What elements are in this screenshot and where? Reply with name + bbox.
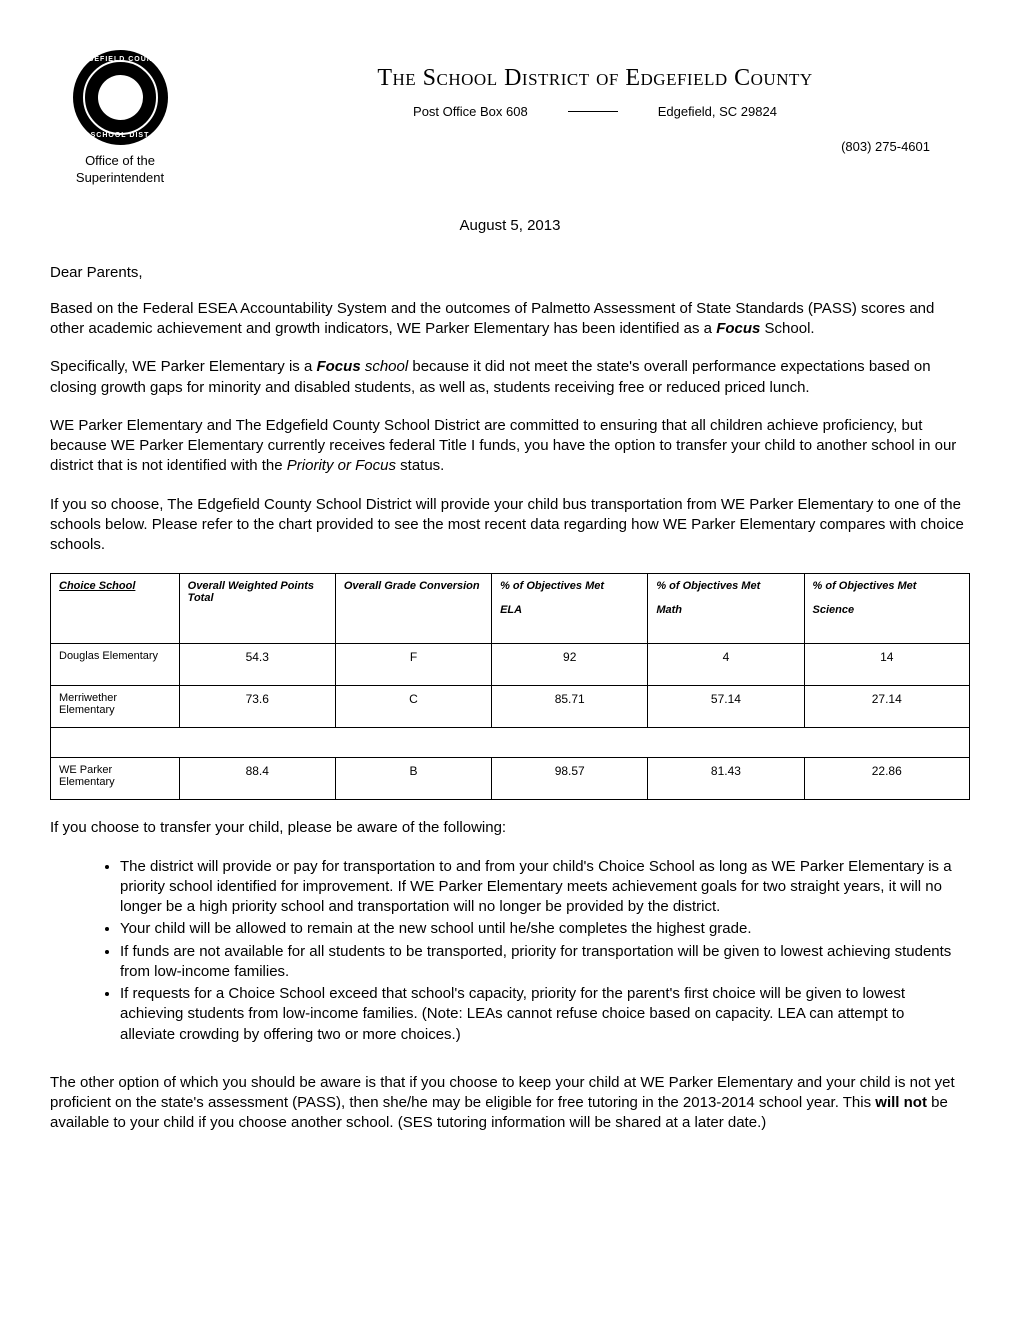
cell-school: WE Parker Elementary: [51, 758, 180, 800]
cell-ela: 92: [492, 644, 648, 686]
seal-text-top: EDGEFIELD COUNTY: [76, 56, 164, 63]
cell-school: Douglas Elementary: [51, 644, 180, 686]
p2-focus: Focus: [316, 358, 360, 375]
cell-points: 54.3: [179, 644, 335, 686]
th-math: % of Objectives Met Math: [648, 574, 804, 644]
address-left: Post Office Box 608: [413, 104, 528, 119]
phone-number: (803) 275-4601: [841, 139, 930, 154]
cell-points: 88.4: [179, 758, 335, 800]
paragraph-3: WE Parker Elementary and The Edgefield C…: [50, 416, 970, 477]
paragraph-2: Specifically, WE Parker Elementary is a …: [50, 357, 970, 398]
seal-center: [98, 75, 143, 120]
cell-school: Merriwether Elementary: [51, 686, 180, 728]
salutation: Dear Parents,: [50, 264, 970, 281]
th-sci-2: Science: [813, 604, 855, 616]
cell-math: 81.43: [648, 758, 804, 800]
cell-grade: F: [335, 644, 491, 686]
p6-text-a: The other option of which you should be …: [50, 1074, 955, 1111]
table-header-row: Choice School Overall Weighted Points To…: [51, 574, 970, 644]
bullet-item: If requests for a Choice School exceed t…: [120, 984, 960, 1045]
table-row: WE Parker Elementary 88.4 B 98.57 81.43 …: [51, 758, 970, 800]
table-row: Merriwether Elementary 73.6 C 85.71 57.1…: [51, 686, 970, 728]
address-row: Post Office Box 608 Edgefield, SC 29824: [220, 104, 970, 119]
th-science: % of Objectives Met Science: [804, 574, 969, 644]
letterhead: EDGEFIELD COUNTY SCHOOL DIST Office of t…: [50, 50, 970, 187]
p3-text-c: status.: [396, 457, 444, 474]
table-spacer-row: [51, 728, 970, 758]
cell-points: 73.6: [179, 686, 335, 728]
th-school: Choice School: [51, 574, 180, 644]
bullet-item: The district will provide or pay for tra…: [120, 857, 960, 918]
office-line-2: Superintendent: [76, 170, 164, 185]
paragraph-1: Based on the Federal ESEA Accountability…: [50, 299, 970, 340]
bullet-item: Your child will be allowed to remain at …: [120, 919, 960, 939]
table-row: Douglas Elementary 54.3 F 92 4 14: [51, 644, 970, 686]
cell-grade: C: [335, 686, 491, 728]
paragraph-5: If you choose to transfer your child, pl…: [50, 818, 970, 838]
cell-grade: B: [335, 758, 491, 800]
p6-will-not: will not: [875, 1094, 927, 1111]
paragraph-6: The other option of which you should be …: [50, 1073, 970, 1134]
p1-text-c: School.: [760, 320, 814, 337]
address-divider: [568, 111, 618, 112]
spacer-cell: [51, 728, 970, 758]
logo-column: EDGEFIELD COUNTY SCHOOL DIST Office of t…: [50, 50, 190, 187]
th-ela-2: ELA: [500, 604, 522, 616]
cell-ela: 98.57: [492, 758, 648, 800]
p3-text-a: WE Parker Elementary and The Edgefield C…: [50, 417, 956, 475]
cell-ela: 85.71: [492, 686, 648, 728]
p3-priority-focus: Priority or Focus: [287, 457, 396, 474]
th-math-2: Math: [656, 604, 682, 616]
th-points: Overall Weighted Points Total: [179, 574, 335, 644]
th-ela: % of Objectives Met ELA: [492, 574, 648, 644]
cell-sci: 14: [804, 644, 969, 686]
p2-text-a: Specifically, WE Parker Elementary is a: [50, 358, 316, 375]
th-sci-1: % of Objectives Met: [813, 580, 917, 592]
cell-sci: 27.14: [804, 686, 969, 728]
title-column: The School District of Edgefield County …: [220, 50, 970, 154]
district-seal: EDGEFIELD COUNTY SCHOOL DIST: [73, 50, 168, 145]
p2-school: school: [361, 358, 409, 375]
comparison-table: Choice School Overall Weighted Points To…: [50, 573, 970, 800]
paragraph-4: If you so choose, The Edgefield County S…: [50, 495, 970, 556]
cell-sci: 22.86: [804, 758, 969, 800]
letter-date: August 5, 2013: [50, 217, 970, 234]
th-ela-1: % of Objectives Met: [500, 580, 604, 592]
address-right: Edgefield, SC 29824: [658, 104, 777, 119]
bullet-list: The district will provide or pay for tra…: [120, 857, 970, 1045]
th-math-1: % of Objectives Met: [656, 580, 760, 592]
office-line-1: Office of the: [85, 153, 155, 168]
seal-inner-ring: [83, 60, 158, 135]
cell-math: 57.14: [648, 686, 804, 728]
th-grade: Overall Grade Conversion: [335, 574, 491, 644]
cell-math: 4: [648, 644, 804, 686]
p1-focus: Focus: [716, 320, 760, 337]
seal-text-bottom: SCHOOL DIST: [91, 132, 150, 139]
bullet-item: If funds are not available for all stude…: [120, 942, 960, 983]
office-label: Office of the Superintendent: [76, 153, 164, 187]
district-title: The School District of Edgefield County: [377, 65, 812, 92]
